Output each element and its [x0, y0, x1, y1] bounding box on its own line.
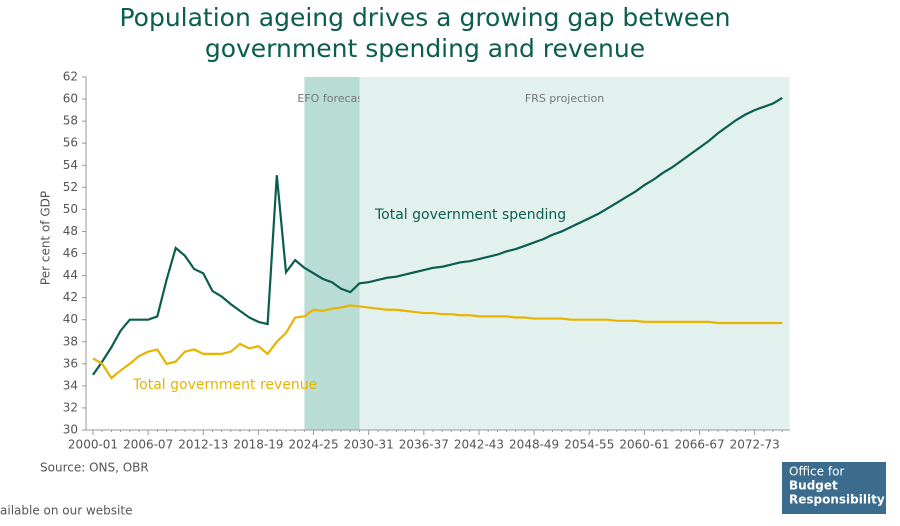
y-tick-label: 44	[63, 268, 78, 282]
x-tick-label: 2006-07	[123, 438, 173, 452]
x-tick-label: 2012-13	[178, 438, 228, 452]
y-tick-label: 60	[63, 92, 78, 106]
y-tick-label: 50	[63, 202, 78, 216]
x-tick-label: 2042-43	[454, 438, 504, 452]
y-tick-label: 38	[63, 334, 78, 348]
x-tick-label: 2054-55	[564, 438, 614, 452]
x-tick-label: 2018-19	[233, 438, 283, 452]
logo-text: Office for	[789, 465, 844, 479]
chart-title: government spending and revenue	[205, 34, 645, 63]
series-line	[92, 304, 783, 380]
region-label: EFO forecast	[297, 92, 368, 105]
y-tick-label: 32	[63, 400, 78, 414]
y-tick-label: 54	[63, 158, 78, 172]
x-tick-label: 2000-01	[68, 438, 118, 452]
series-label: Total government revenue	[132, 377, 317, 393]
x-tick-label: 2048-49	[509, 438, 559, 452]
shaded-region	[304, 77, 360, 430]
x-tick-label: 2066-67	[674, 438, 724, 452]
shaded-region	[359, 77, 790, 430]
x-tick-label: 2024-25	[288, 438, 338, 452]
y-tick-label: 56	[63, 136, 78, 150]
y-tick-label: 58	[63, 114, 78, 128]
x-tick-label: 2030-31	[344, 438, 394, 452]
series-label: Total government spending	[374, 207, 566, 223]
y-tick-label: 34	[63, 378, 78, 392]
series-line	[92, 97, 783, 376]
y-tick-label: 52	[63, 180, 78, 194]
y-tick-label: 30	[63, 423, 78, 437]
y-tick-label: 62	[63, 70, 78, 84]
chart-title: Population ageing drives a growing gap b…	[119, 3, 730, 32]
x-tick-label: 2036-37	[399, 438, 449, 452]
y-tick-label: 40	[63, 312, 78, 326]
y-tick-label: 42	[63, 290, 78, 304]
y-tick-label: 48	[63, 224, 78, 238]
logo-text: Budget	[789, 479, 838, 493]
x-tick-label: 2072-73	[730, 438, 780, 452]
source: Source: ONS, OBR	[40, 461, 149, 475]
logo-text: Responsibility	[789, 493, 885, 507]
x-tick-label: 2060-61	[619, 438, 669, 452]
region-label: FRS projection	[525, 92, 604, 105]
y-tick-label: 46	[63, 246, 78, 260]
logo-box	[782, 462, 886, 514]
footer-note: ailable on our website	[0, 504, 132, 518]
y-tick-label: 36	[63, 356, 78, 370]
y-axis-label: Per cent of GDP	[39, 191, 53, 285]
